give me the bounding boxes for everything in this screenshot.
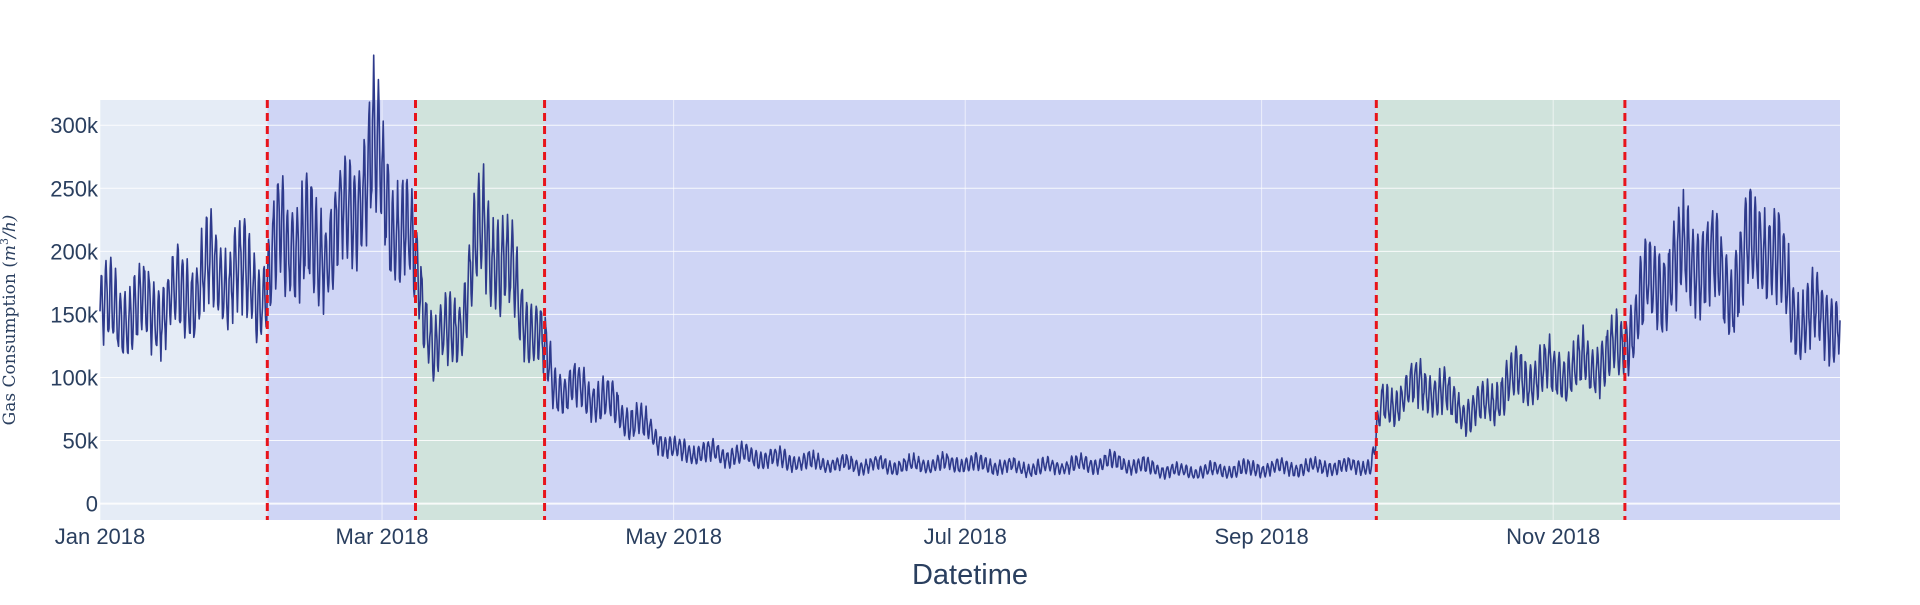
x-tick-label: Jan 2018 <box>55 524 146 549</box>
x-tick-label: Jul 2018 <box>924 524 1007 549</box>
y-tick-label: 50k <box>63 429 99 454</box>
y-tick-label: 200k <box>50 239 99 264</box>
y-tick-label: 0 <box>86 492 98 517</box>
x-tick-label: Nov 2018 <box>1506 524 1600 549</box>
regime-band <box>415 100 544 520</box>
x-axis-title: Datetime <box>912 559 1028 591</box>
regime-backgrounds <box>100 100 1840 520</box>
regime-band <box>267 100 415 520</box>
y-axis-title: Gas Consumption (m3/h) <box>0 215 20 426</box>
regime-band <box>1376 100 1625 520</box>
x-tick-label: Mar 2018 <box>336 524 429 549</box>
y-tick-label: 300k <box>50 113 99 138</box>
y-tick-label: 150k <box>50 302 99 327</box>
regime-band <box>545 100 1377 520</box>
x-tick-label: Sep 2018 <box>1214 524 1308 549</box>
y-tick-label: 100k <box>50 365 99 390</box>
y-tick-label: 250k <box>50 176 99 201</box>
x-tick-label: May 2018 <box>625 524 722 549</box>
